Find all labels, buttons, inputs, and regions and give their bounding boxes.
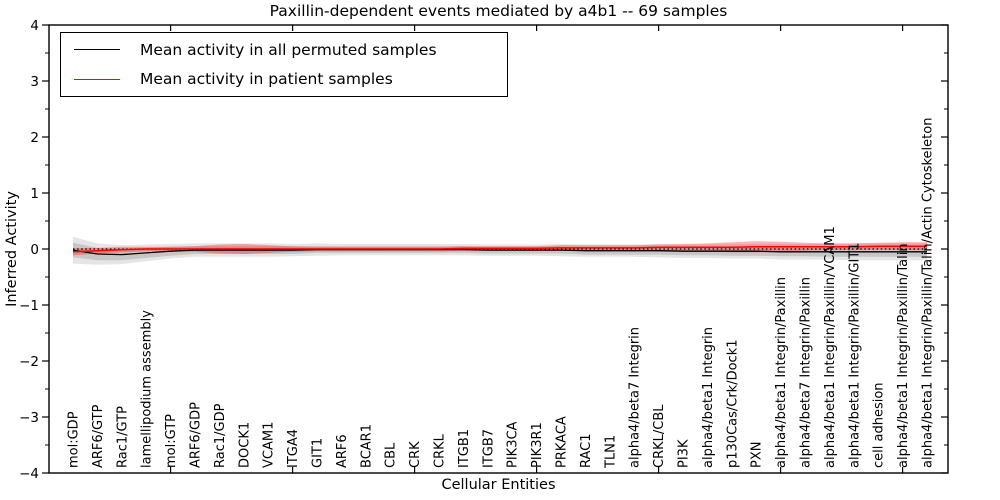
x-tick-label: DOCK1 <box>237 422 252 468</box>
y-tick-label: 3 <box>30 74 39 90</box>
x-tick-label: alpha4/beta1 Integrin/Paxillin/Talin/Act… <box>921 118 936 468</box>
x-tick-label: CRK <box>408 441 423 468</box>
y-tick-label: −1 <box>19 298 39 314</box>
x-tick-label: CBL <box>384 442 399 468</box>
x-tick-label: p130Cas/Crk/Dock1 <box>725 339 740 468</box>
y-tick-label: 4 <box>30 18 39 34</box>
chart-title: Paxillin-dependent events mediated by a4… <box>269 2 728 20</box>
x-tick-label: PRKACA <box>555 416 570 468</box>
x-tick-label: alpha4/beta1 Integrin/Paxillin <box>774 277 789 468</box>
x-tick-label: GIT1 <box>311 438 326 468</box>
legend-label-permuted: Mean activity in all permuted samples <box>140 40 437 59</box>
x-tick-label: cell adhesion <box>872 382 887 468</box>
x-axis-title: Cellular Entities <box>441 477 556 493</box>
x-tick-label: alpha4/beta7 Integrin <box>628 327 643 468</box>
x-tick-label: lamellipodium assembly <box>140 310 155 468</box>
x-tick-label: PI3K <box>677 439 692 468</box>
x-tick-label: alpha4/beta1 Integrin <box>701 327 716 468</box>
x-tick-label: VCAM1 <box>262 422 277 468</box>
y-tick-label: 2 <box>30 130 39 146</box>
legend-item-patient: Mean activity in patient samples <box>61 65 507 95</box>
y-tick-label: −4 <box>19 466 39 482</box>
y-tick-label: −3 <box>19 410 39 426</box>
x-tick-label: CRKL <box>433 433 448 468</box>
y-tick-label: 1 <box>30 186 39 202</box>
band-permuted-samples-spread-inner <box>73 242 927 261</box>
axes-spines <box>48 24 949 474</box>
x-tick-label: alpha4/beta7 Integrin/Paxillin <box>799 277 814 468</box>
x-tick-label: ARF6/GDP <box>189 402 204 468</box>
x-tick-label: alpha4/beta1 Integrin/Paxillin/GIT1 <box>847 242 862 468</box>
x-tick-label: Rac1/GTP <box>115 406 130 468</box>
x-tick-label: ARF6 <box>335 434 350 468</box>
x-tick-label: Rac1/GDP <box>213 403 228 468</box>
x-tick-label: mol:GTP <box>164 414 179 468</box>
x-tick-label: alpha4/beta1 Integrin/Paxillin/VCAM1 <box>823 226 838 468</box>
legend: Mean activity in all permuted samples Me… <box>60 32 508 97</box>
x-tick-label: ITGB7 <box>481 429 496 468</box>
x-tick-label: ITGA4 <box>286 429 301 468</box>
x-tick-label: TLN1 <box>603 435 618 469</box>
series-line-patient <box>72 245 927 253</box>
x-tick-label: BCAR1 <box>359 424 374 468</box>
x-tick-label: CRKL/CBL <box>652 404 667 468</box>
x-tick-label: ITGB1 <box>457 429 472 468</box>
y-tick-label: −2 <box>19 354 39 370</box>
legend-label-patient: Mean activity in patient samples <box>140 70 393 89</box>
x-tick-label: PIK3R1 <box>530 422 545 468</box>
patient-line-swatch <box>74 78 120 80</box>
x-tick-label: RAC1 <box>579 433 594 468</box>
x-tick-label: mol:GDP <box>67 411 82 468</box>
y-axis-title: Inferred Activity <box>4 191 20 307</box>
x-tick-label: ARF6/GTP <box>91 404 106 468</box>
x-tick-label: alpha4/beta1 Integrin/Paxillin/Talin <box>896 243 911 468</box>
series-line-permuted <box>72 248 927 256</box>
permuted-line-swatch <box>74 49 120 51</box>
legend-item-permuted: Mean activity in all permuted samples <box>61 35 507 65</box>
y-tick-label: 0 <box>30 242 39 258</box>
x-tick-label: PXN <box>750 442 765 468</box>
x-tick-label: PIK3CA <box>506 421 521 468</box>
